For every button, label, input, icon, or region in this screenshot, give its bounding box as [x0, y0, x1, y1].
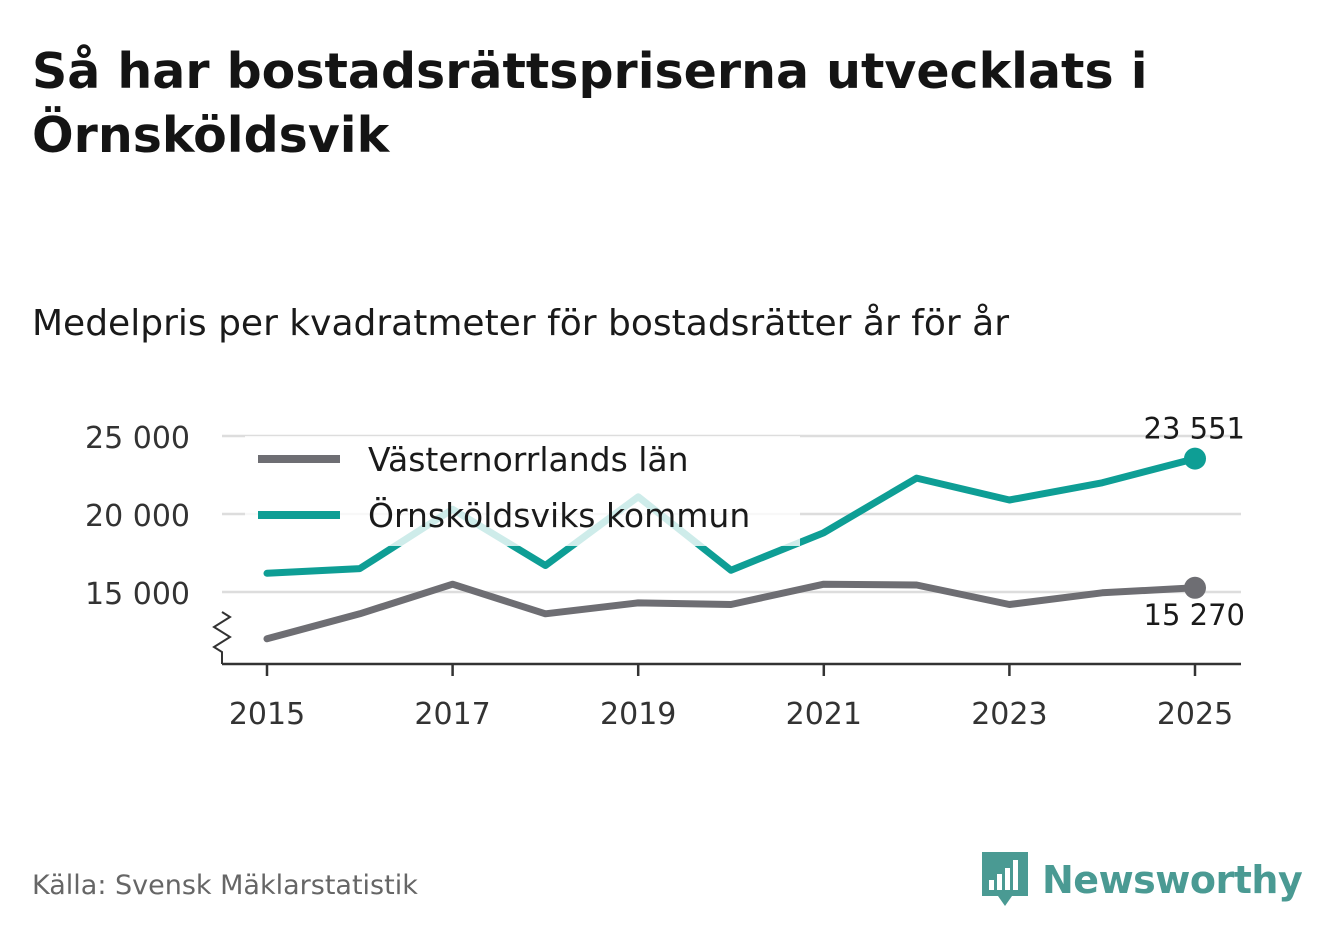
x-tick-label-4: 2023 [971, 697, 1047, 732]
end-point-vasternorrland [1184, 576, 1206, 599]
y-axis-ticks: 15 000 20 000 25 000 [85, 421, 190, 612]
x-tick-label-5: 2025 [1157, 697, 1233, 732]
legend-label-vasternorrland: Västernorrlands län [368, 440, 689, 479]
x-tick-label-0: 2015 [229, 697, 305, 732]
axis-break-icon [212, 611, 232, 664]
x-tick-label-2: 2019 [600, 697, 676, 732]
brand-name: Newsworthy [1042, 858, 1303, 902]
y-tick-label-1: 20 000 [85, 499, 190, 534]
x-axis-ticks: 2015 2017 2019 2021 2023 2025 [229, 664, 1233, 732]
x-tick-label-3: 2021 [786, 697, 862, 732]
end-labels: 15 270 23 551 [1144, 412, 1245, 632]
series-line-vasternorrland [263, 580, 1199, 643]
legend-label-ornskoldsvik: Örnsköldsviks kommun [368, 495, 750, 535]
source-note: Källa: Svensk Mäklarstatistik [32, 870, 418, 901]
y-tick-label-0: 15 000 [85, 577, 190, 612]
brand-logo: Newsworthy [980, 850, 1303, 910]
end-label-vasternorrland: 15 270 [1144, 598, 1245, 632]
y-tick-label-2: 25 000 [85, 421, 190, 456]
x-axis [212, 611, 1241, 666]
end-point-ornskoldsvik [1184, 447, 1206, 470]
x-tick-label-1: 2017 [414, 697, 490, 732]
legend: Västernorrlands län Örnsköldsviks kommun [245, 436, 800, 546]
legend-background [245, 436, 800, 546]
newsworthy-logo-icon [982, 852, 1028, 906]
chart-title: Så har bostadsrättspriserna utvecklats i… [32, 43, 1148, 164]
end-label-ornskoldsvik: 23 551 [1144, 412, 1245, 446]
chart-subtitle: Medelpris per kvadratmeter för bostadsrä… [32, 303, 1010, 344]
